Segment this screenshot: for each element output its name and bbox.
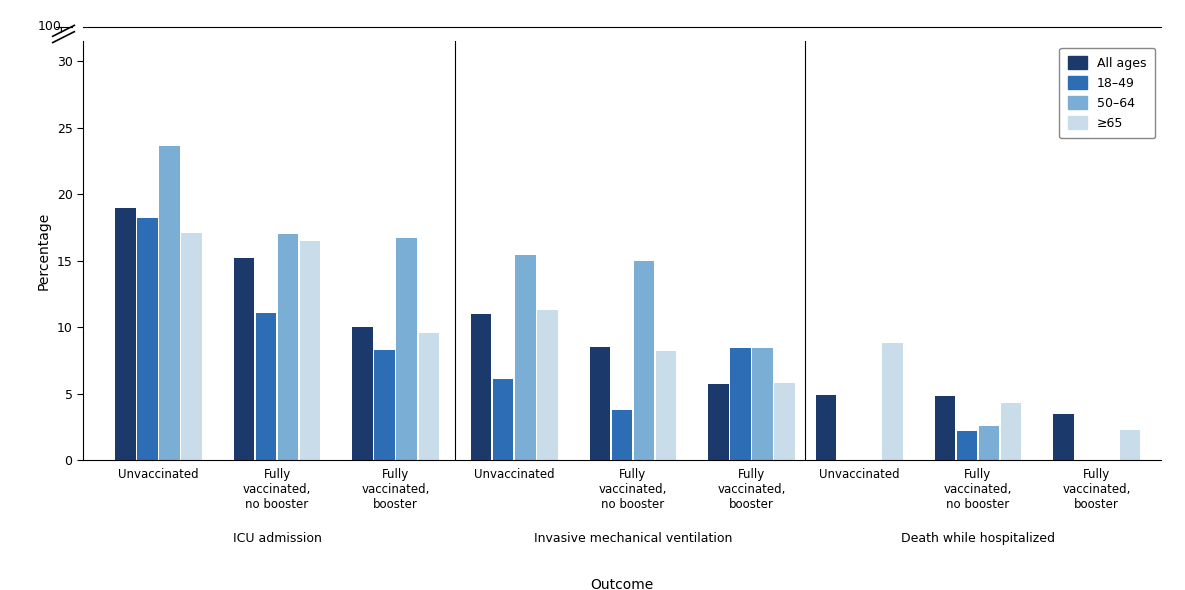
Bar (418, 333, 440, 460)
Bar (816, 395, 837, 460)
Bar (397, 238, 417, 460)
Bar (752, 349, 773, 460)
Y-axis label: Percentage: Percentage (37, 212, 51, 290)
Bar (956, 431, 978, 460)
Bar (655, 351, 677, 460)
Bar (589, 347, 610, 460)
Bar (374, 350, 395, 460)
Bar (277, 234, 299, 460)
Bar (935, 396, 955, 460)
Text: ICU admission: ICU admission (232, 532, 321, 545)
Bar (979, 425, 999, 460)
Legend: All ages, 18–49, 50–64, ≥65: All ages, 18–49, 50–64, ≥65 (1059, 48, 1155, 138)
Text: Invasive mechanical ventilation: Invasive mechanical ventilation (533, 532, 732, 545)
Bar (537, 310, 558, 460)
Bar (233, 258, 254, 460)
Bar (1001, 403, 1021, 460)
Bar (1120, 430, 1140, 460)
Bar (256, 313, 276, 460)
Bar (634, 261, 654, 460)
Bar (515, 255, 536, 460)
Text: Death while hospitalized: Death while hospitalized (901, 532, 1055, 545)
Bar (181, 233, 201, 460)
Bar (300, 241, 320, 460)
Text: 100: 100 (38, 20, 62, 33)
Bar (137, 218, 158, 460)
Bar (775, 383, 795, 460)
Bar (352, 327, 373, 460)
X-axis label: Outcome: Outcome (590, 578, 654, 590)
Bar (709, 385, 729, 460)
Bar (493, 379, 513, 460)
Bar (115, 208, 135, 460)
Bar (730, 349, 751, 460)
Bar (1053, 414, 1074, 460)
Bar (159, 146, 180, 460)
Bar (611, 409, 632, 460)
Bar (883, 343, 903, 460)
Bar (470, 314, 492, 460)
